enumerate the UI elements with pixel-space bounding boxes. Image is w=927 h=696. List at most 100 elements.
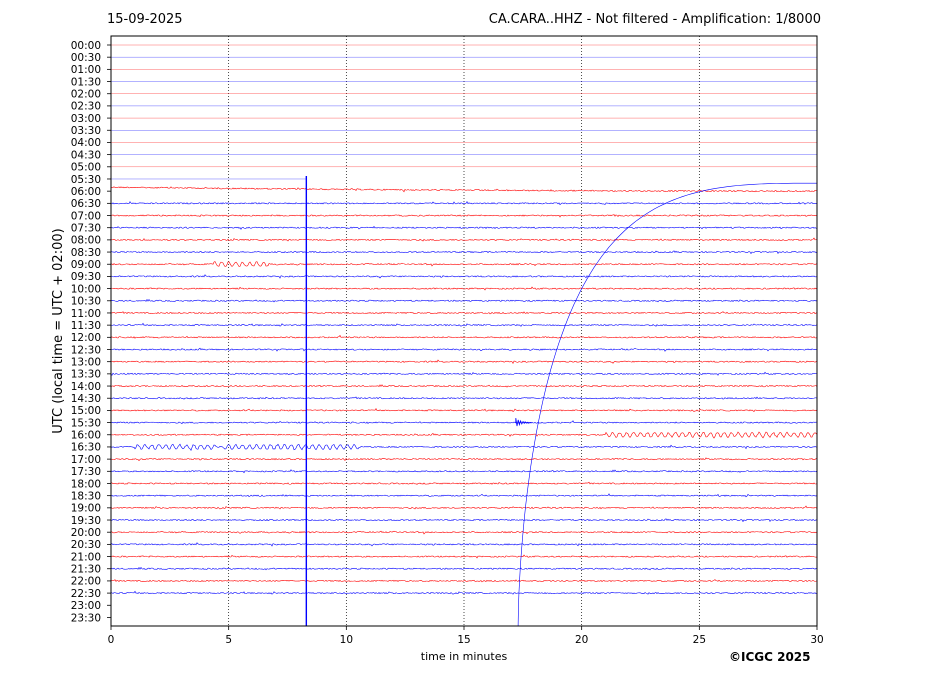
y-tick-label: 18:30 (71, 490, 101, 502)
y-tick-label: 18:00 (71, 478, 101, 490)
y-tick-label: 19:00 (71, 503, 101, 515)
trace-11:00 (110, 311, 818, 315)
trace-17:00 (110, 457, 818, 462)
y-tick-label: 14:30 (71, 393, 101, 405)
y-tick-label: 08:00 (71, 235, 101, 247)
trace-09:00 (110, 261, 818, 267)
long-period-curve (517, 182, 817, 627)
y-tick-label: 00:30 (71, 52, 101, 64)
trace-12:00 (110, 334, 818, 339)
x-tick-label: 5 (225, 634, 232, 646)
y-tick-label: 13:30 (71, 369, 101, 381)
y-tick-label: 07:30 (71, 223, 101, 235)
y-tick-label: 11:00 (71, 308, 101, 320)
trace-18:00 (110, 481, 818, 485)
trace-09:30 (110, 274, 818, 279)
trace-16:30 (110, 443, 818, 452)
y-tick-label: 13:00 (71, 356, 101, 368)
trace-21:00 (110, 554, 818, 559)
y-tick-label: 07:00 (71, 210, 101, 222)
y-tick-label: 17:00 (71, 454, 101, 466)
y-tick-label: 23:30 (71, 612, 101, 624)
y-tick-label: 15:30 (71, 417, 101, 429)
y-tick-label: 15:00 (71, 405, 101, 417)
x-tick-label: 15 (457, 634, 470, 646)
trace-07:00 (110, 214, 818, 218)
y-tick-label: 14:00 (71, 381, 101, 393)
x-tick-label: 30 (810, 634, 823, 646)
trace-14:30 (110, 396, 818, 400)
trace-15:30 (110, 420, 818, 425)
grid (228, 36, 700, 626)
x-tick-label: 20 (575, 634, 588, 646)
y-tick-label: 05:00 (71, 162, 101, 174)
y-tick-label: 21:30 (71, 564, 101, 576)
x-axis: 0 5 10 15 20 25 30 (108, 626, 824, 646)
y-tick-label: 16:30 (71, 442, 101, 454)
y-tick-label: 12:30 (71, 344, 101, 356)
trace-20:30 (110, 542, 818, 547)
x-tick-label: 10 (340, 634, 353, 646)
y-tick-label: 01:00 (71, 64, 101, 76)
y-tick-label: 20:30 (71, 539, 101, 551)
y-tick-label: 02:00 (71, 89, 101, 101)
trace-15:00 (110, 408, 818, 412)
y-tick-label: 17:30 (71, 466, 101, 478)
y-tick-label: 03:30 (71, 125, 101, 137)
trace-06:00 (110, 186, 818, 193)
y-tick-label: 22:00 (71, 576, 101, 588)
y-tick-label: 09:00 (71, 259, 101, 271)
y-tick-label: 23:00 (71, 600, 101, 612)
trace-21:30 (110, 566, 818, 571)
trace-10:00 (110, 286, 818, 291)
trace-06:30 (110, 200, 818, 206)
y-tick-label: 16:00 (71, 430, 101, 442)
trace-07:30 (110, 225, 818, 230)
y-tick-label: 08:30 (71, 247, 101, 259)
x-tick-label: 0 (108, 634, 115, 646)
trace-17:30 (110, 469, 818, 474)
trace-11:30 (110, 322, 818, 327)
trace-12:30 (110, 347, 818, 352)
y-axis-label: UTC (local time = UTC + 02:00) (51, 228, 66, 433)
y-axis: 00:0000:3001:0001:3002:0002:3003:0003:30… (71, 40, 111, 624)
trace-20:00 (110, 530, 818, 535)
y-tick-label: 03:00 (71, 113, 101, 125)
events (305, 175, 817, 627)
y-tick-label: 11:30 (71, 320, 101, 332)
y-tick-label: 10:00 (71, 283, 101, 295)
y-tick-label: 06:30 (71, 198, 101, 210)
y-tick-label: 19:30 (71, 515, 101, 527)
trace-14:00 (110, 384, 818, 388)
y-tick-label: 02:30 (71, 101, 101, 113)
trace-18:30 (110, 493, 818, 498)
y-tick-label: 09:30 (71, 271, 101, 283)
y-tick-label: 00:00 (71, 40, 101, 52)
trace-08:30 (110, 250, 818, 255)
copyright: ©ICGC 2025 (729, 650, 811, 664)
burst-event (515, 418, 532, 427)
trace-22:00 (110, 579, 818, 583)
trace-22:30 (110, 590, 818, 595)
y-tick-label: 04:30 (71, 149, 101, 161)
trace-13:00 (110, 359, 818, 364)
trace-19:30 (110, 518, 818, 523)
x-tick-label: 25 (693, 634, 706, 646)
trace-10:30 (110, 298, 818, 303)
trace-13:30 (110, 371, 818, 376)
y-tick-label: 12:00 (71, 332, 101, 344)
y-tick-label: 01:30 (71, 76, 101, 88)
trace-08:00 (110, 237, 818, 242)
chart-title: CA.CARA..HHZ - Not filtered - Amplificat… (488, 12, 821, 27)
trace-19:00 (110, 505, 818, 510)
y-tick-label: 21:00 (71, 551, 101, 563)
y-tick-label: 22:30 (71, 588, 101, 600)
y-tick-label: 20:00 (71, 527, 101, 539)
y-tick-label: 10:30 (71, 296, 101, 308)
traces (110, 44, 818, 595)
y-tick-label: 05:30 (71, 174, 101, 186)
y-tick-label: 06:00 (71, 186, 101, 198)
date-label: 15-09-2025 (107, 12, 183, 27)
y-tick-label: 04:00 (71, 137, 101, 149)
